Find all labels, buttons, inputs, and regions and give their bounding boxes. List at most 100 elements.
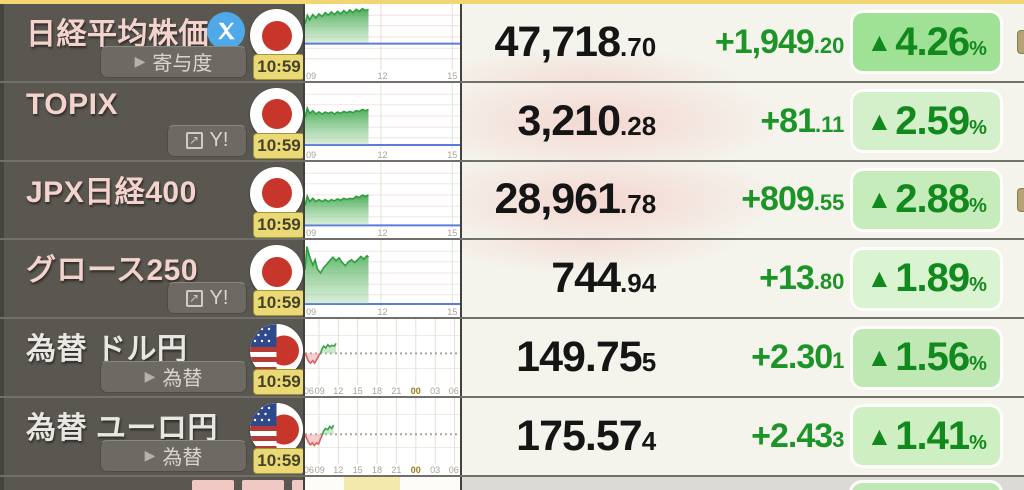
quote-time: 10:59 xyxy=(253,290,303,317)
label-area: 為替 ユーロ円 ▶ 為替 xyxy=(0,397,303,475)
active-row-highlight-strip xyxy=(0,0,1024,4)
price-change: +2.301 xyxy=(751,338,845,377)
instrument-title: グロース250 xyxy=(26,254,199,288)
quote-area: 149.755 +2.301 ▲ 1.56% xyxy=(462,319,1024,396)
x-axis-tick-label: 09 xyxy=(314,464,325,475)
x-axis-tick-label: 09 xyxy=(306,228,317,239)
instrument-title: 為替 ユーロ円 xyxy=(26,411,218,445)
yahoo-link-button[interactable]: ↗ Y! xyxy=(167,282,247,315)
price-value: 744.94 xyxy=(551,254,657,303)
x-social-icon[interactable] xyxy=(207,12,245,50)
quote-area: 744.94 +13.80 ▲ 1.89% xyxy=(462,240,1024,318)
sparkline-chart[interactable]: 09 12 15 xyxy=(303,240,462,318)
percent-change-badge: ▲ 1.89% xyxy=(853,249,1000,308)
label-area: JPX日経400 10:59 xyxy=(0,161,303,239)
x-axis-tick-label: 06 xyxy=(448,464,459,475)
x-axis-tick-label: 00 xyxy=(410,385,421,396)
quote-area: 175.574 +2.433 ▲ 1.41% xyxy=(462,397,1024,475)
sparkline-chart[interactable]: 09 12 15 xyxy=(303,161,462,239)
x-axis-tick-label: 15 xyxy=(447,149,458,160)
arrow-icon: ▶ xyxy=(134,53,146,70)
percent-change-badge xyxy=(852,482,1000,490)
x-axis-tick-label: 06 xyxy=(303,385,314,396)
session-highlight-band xyxy=(343,476,400,490)
clipped-title-fragment xyxy=(192,479,234,490)
clipped-button[interactable] xyxy=(1017,30,1024,54)
price-change: +809.55 xyxy=(741,180,845,219)
up-arrow-icon: ▲ xyxy=(866,184,893,215)
label-area: グロース250 ↗ Y! 10:59 xyxy=(0,240,303,318)
quote-area xyxy=(462,476,1024,490)
external-link-icon: ↗ xyxy=(185,289,203,307)
instrument-title: JPX日経400 xyxy=(26,175,197,209)
instrument-title: 日経平均株価 xyxy=(26,18,209,51)
label-area xyxy=(0,476,303,490)
sparkline-chart[interactable]: 09 12 15 xyxy=(303,4,462,81)
ticker-row-jpx400: JPX日経400 10:59 09 12 15 28,961.78 +809.55 … xyxy=(0,161,1024,241)
ticker-row-eurjpy: 為替 ユーロ円 ▶ 為替 xyxy=(0,397,1024,477)
fx-button[interactable]: ▶ 為替 xyxy=(100,360,247,393)
up-arrow-icon: ▲ xyxy=(866,263,893,294)
label-area: 日経平均株価 ▶ 寄与度 10:59 xyxy=(0,4,303,81)
x-axis-tick-label: 12 xyxy=(377,149,388,160)
x-axis-tick-label: 12 xyxy=(377,228,388,239)
sparkline-chart[interactable]: 06 09 12 15 18 21 00 03 06 xyxy=(303,319,462,396)
sparkline-chart[interactable]: 06 09 12 15 18 21 00 03 06 xyxy=(303,397,462,475)
quote-time: 10:59 xyxy=(253,447,303,474)
quote-area: 47,718.70 +1,949.20 ▲ 4.26% xyxy=(462,4,1024,81)
external-link-icon: ↗ xyxy=(185,132,203,150)
up-arrow-icon: ▲ xyxy=(866,26,893,57)
percent-change-badge: ▲ 2.88% xyxy=(853,170,1000,229)
x-axis-tick-label: 03 xyxy=(430,464,441,475)
japan-flag-icon xyxy=(250,166,303,220)
x-axis-tick-label: 06 xyxy=(303,464,314,475)
x-axis-tick-label: 15 xyxy=(447,307,458,318)
x-axis-tick-label: 12 xyxy=(377,70,388,81)
sparkline-chart[interactable]: 09 12 15 xyxy=(303,82,462,160)
quote-time: 10:59 xyxy=(253,132,303,159)
japan-flag-icon xyxy=(250,87,303,141)
price-change: +81.11 xyxy=(760,101,845,140)
ticker-row-nikkei: 日経平均株価 ▶ 寄与度 10:59 09 12 15 47,718.70 +1,94… xyxy=(0,4,1024,83)
label-area: TOPIX ↗ Y! 10:59 xyxy=(0,82,303,160)
instrument-title: 為替 ドル円 xyxy=(26,333,188,367)
arrow-icon: ▶ xyxy=(144,447,156,464)
x-axis-tick-label: 18 xyxy=(372,464,383,475)
sparkline-chart[interactable] xyxy=(303,476,462,490)
percent-change-badge: ▲ 1.56% xyxy=(853,328,1000,387)
contribution-button[interactable]: ▶ 寄与度 xyxy=(100,45,247,78)
japan-flag-icon xyxy=(250,245,303,299)
quote-time: 10:59 xyxy=(253,369,303,396)
price-change: +13.80 xyxy=(759,259,845,298)
ticker-row-growth250: グロース250 ↗ Y! 10:59 09 12 15 744.94 +13.80 ▲… xyxy=(0,240,1024,320)
percent-change-badge: ▲ 2.59% xyxy=(853,92,1000,151)
price-value: 47,718.70 xyxy=(494,17,657,66)
percent-change-badge: ▲ 4.26% xyxy=(853,13,1000,72)
up-arrow-icon: ▲ xyxy=(866,342,893,373)
x-axis-tick-label: 21 xyxy=(391,385,402,396)
up-arrow-icon: ▲ xyxy=(866,105,893,136)
up-arrow-icon: ▲ xyxy=(866,420,893,451)
x-axis-tick-label: 09 xyxy=(306,70,317,81)
x-axis-tick-label: 12 xyxy=(333,385,344,396)
x-axis-tick-label: 03 xyxy=(430,385,441,396)
x-axis-tick-label: 09 xyxy=(306,307,317,318)
quote-area: 3,210.28 +81.11 ▲ 2.59% xyxy=(462,82,1024,160)
x-axis-tick-label: 21 xyxy=(391,464,402,475)
price-value: 28,961.78 xyxy=(494,175,657,224)
ticker-row-clipped xyxy=(0,476,1024,490)
label-area: 為替 ドル円 ▶ 為替 xyxy=(0,319,303,396)
quote-area: 28,961.78 +809.55 ▲ 2.88% xyxy=(462,161,1024,239)
x-axis-tick-label: 12 xyxy=(377,307,388,318)
arrow-icon: ▶ xyxy=(144,368,156,385)
x-axis-tick-label: 15 xyxy=(352,464,363,475)
japan-flag-icon xyxy=(250,9,303,62)
x-axis-tick-label: 00 xyxy=(410,464,421,475)
us-japan-flag-icon xyxy=(250,402,303,456)
x-axis-tick-label: 15 xyxy=(352,385,363,396)
fx-button[interactable]: ▶ 為替 xyxy=(100,439,247,472)
clipped-button[interactable] xyxy=(1017,187,1024,212)
x-axis-tick-label: 15 xyxy=(447,228,458,239)
yahoo-link-button[interactable]: ↗ Y! xyxy=(167,124,247,157)
